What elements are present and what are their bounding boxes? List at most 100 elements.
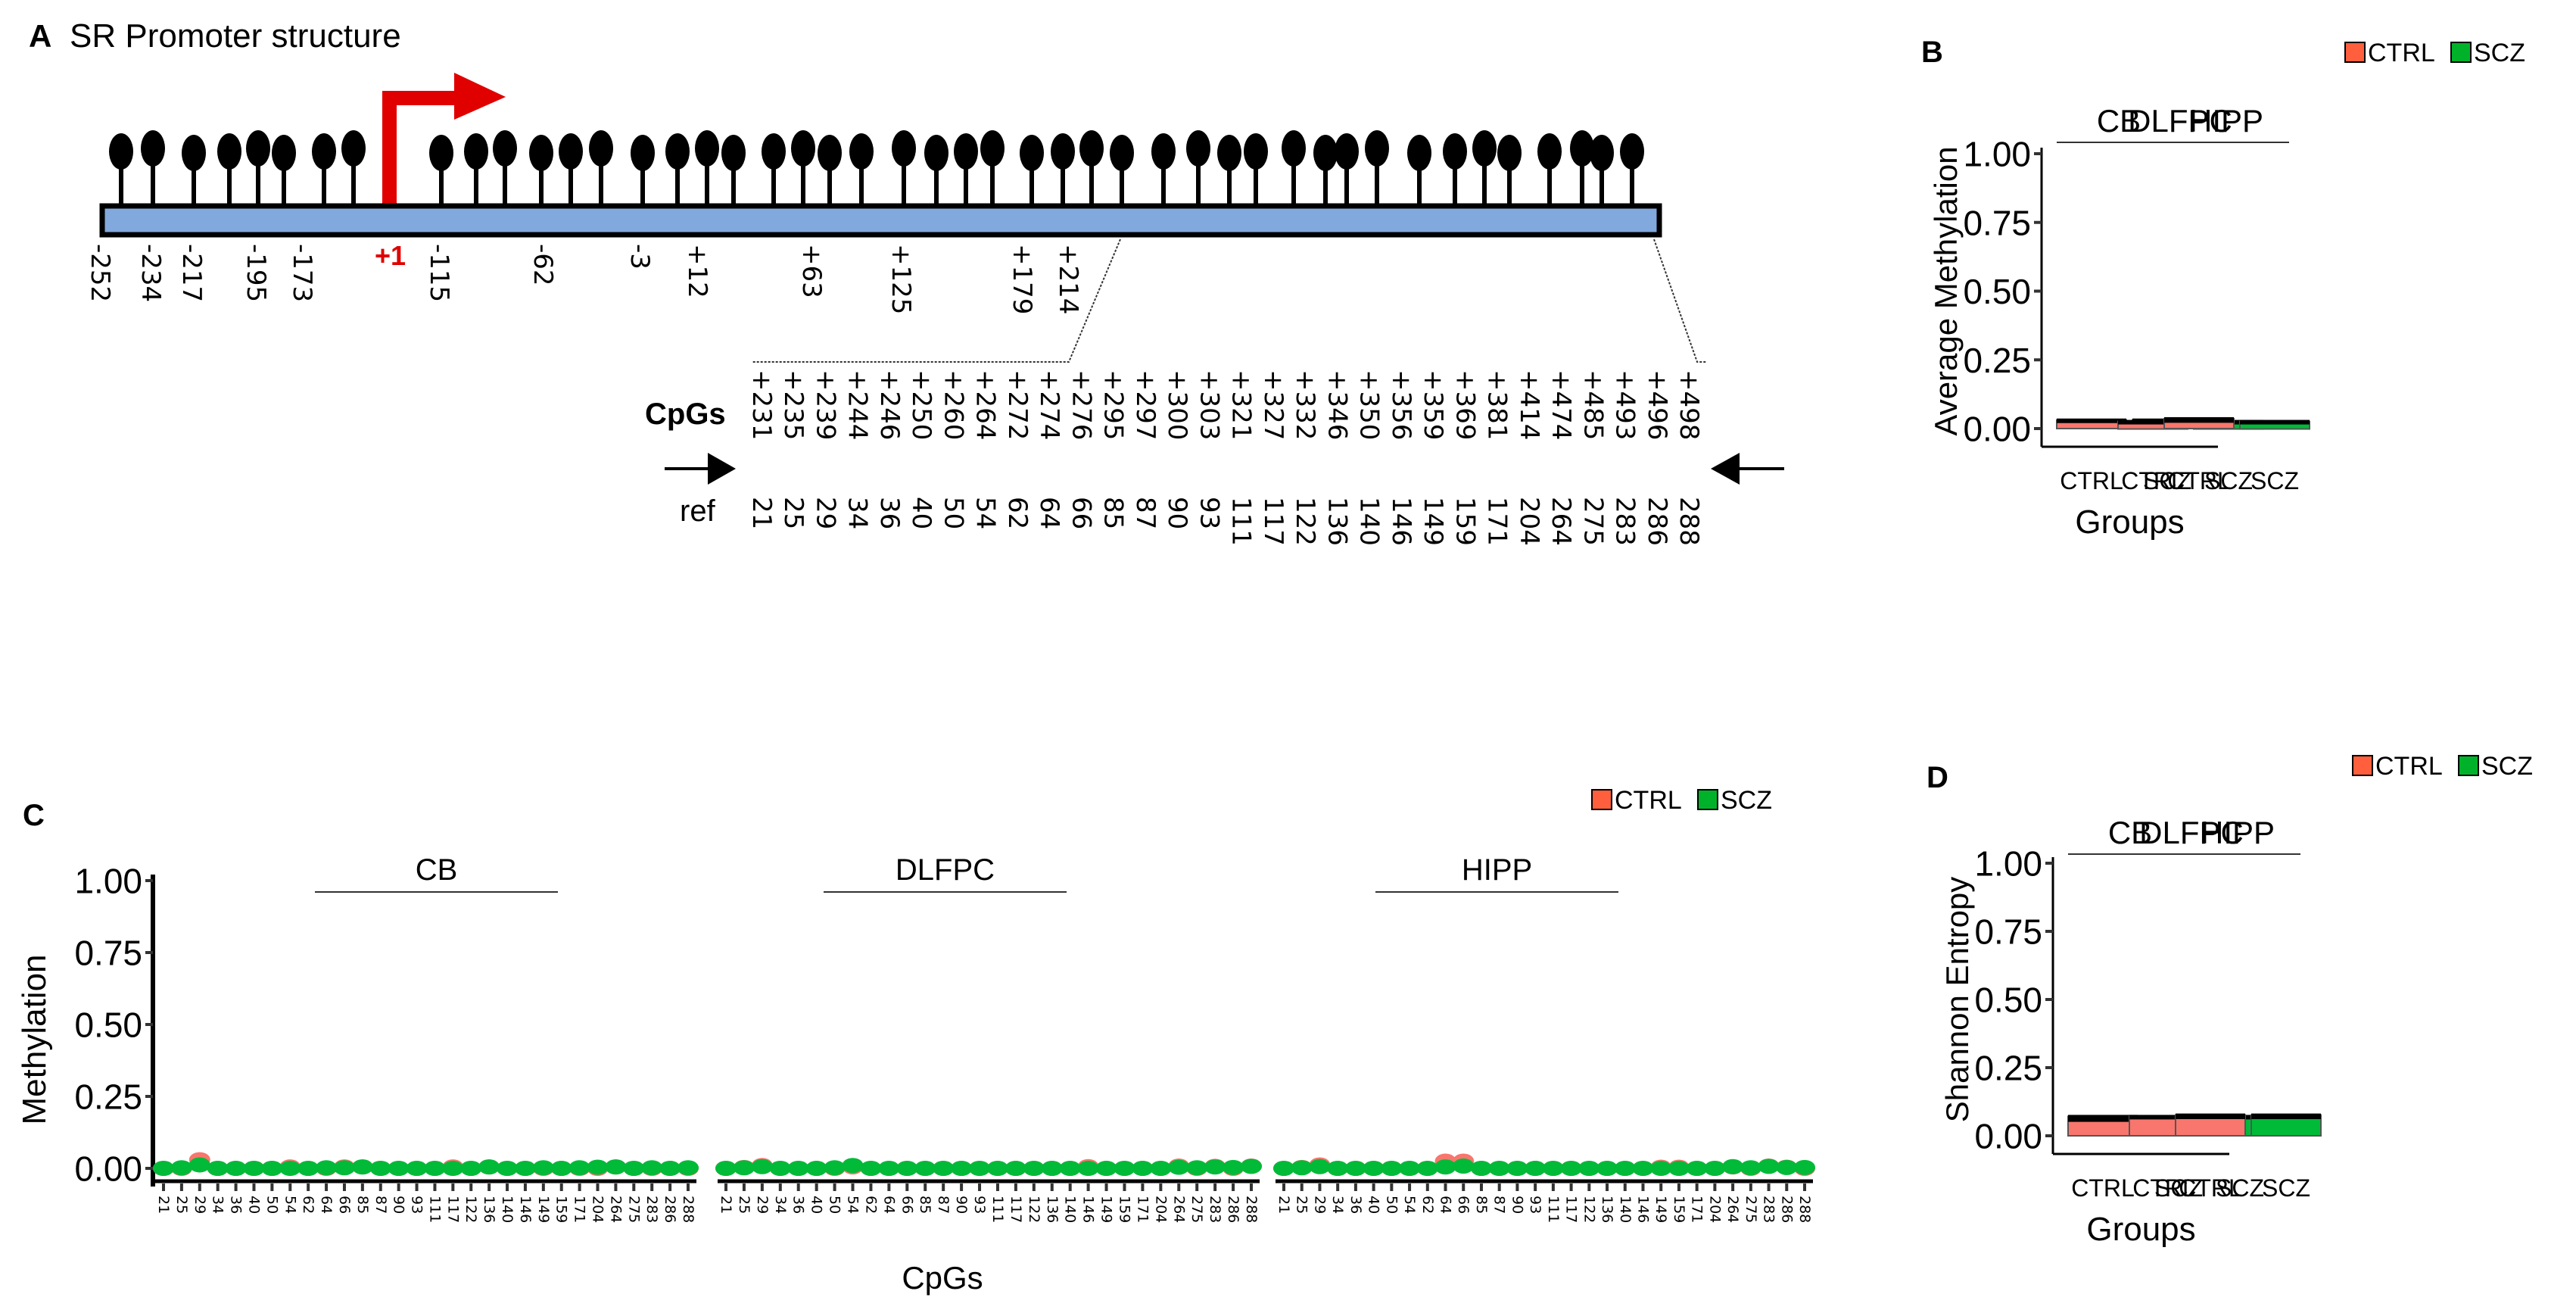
- ref-position-label: 90: [1162, 497, 1192, 529]
- legend: CTRL SCZ: [1591, 786, 1772, 815]
- ref-position-label: 264: [1546, 497, 1576, 546]
- ref-row-label: ref: [680, 494, 716, 528]
- x-tick-label: 36: [1347, 1196, 1364, 1214]
- x-tick-label: 283: [1761, 1196, 1777, 1223]
- ref-position-label: 275: [1578, 497, 1608, 546]
- x-tick-label: 171: [1689, 1196, 1705, 1223]
- cpg-position-label: +356: [1386, 370, 1416, 440]
- ref-position-label: 122: [1290, 497, 1320, 546]
- x-tick-label: 29: [754, 1196, 771, 1214]
- x-tick-label: 93: [1527, 1196, 1543, 1214]
- x-tick-label: 66: [1455, 1196, 1472, 1214]
- x-tick-label: 90: [391, 1196, 407, 1214]
- cpg-lollipop-icon: [849, 133, 874, 206]
- x-tick-label: 21: [155, 1196, 172, 1214]
- zoom-callout-right: [1653, 239, 1707, 363]
- cpg-lollipop-icon: [109, 133, 133, 206]
- scz-point: [351, 1159, 373, 1175]
- x-tick-label: 204: [1706, 1196, 1723, 1223]
- ref-position-label: 21: [746, 497, 777, 529]
- cpg-lollipop-icon: [493, 130, 517, 206]
- facet-label: HIPP: [2201, 815, 2275, 850]
- cpg-lollipop-icon: [1590, 135, 1614, 206]
- x-tick-label: 50: [263, 1196, 280, 1214]
- x-tick-label: 64: [318, 1196, 335, 1214]
- scz-point: [1241, 1159, 1262, 1174]
- cpg-lollipop-icon: [341, 130, 366, 206]
- x-tick-label: 85: [354, 1196, 371, 1214]
- scz-point: [1344, 1161, 1366, 1176]
- y-tick-label: 1.00: [1963, 135, 2031, 174]
- x-tick-label: 66: [336, 1196, 353, 1214]
- scz-point: [188, 1157, 210, 1173]
- x-tick-label: 93: [409, 1196, 425, 1214]
- scz-point: [805, 1161, 827, 1176]
- y-tick-label: 0.50: [74, 1006, 142, 1045]
- cpg-position-label: +350: [1354, 370, 1385, 440]
- x-tick-label: 149: [535, 1196, 552, 1223]
- scz-point: [497, 1161, 519, 1176]
- scz-point: [1632, 1161, 1654, 1176]
- scz-point: [207, 1161, 229, 1176]
- scz-point: [1186, 1160, 1208, 1176]
- y-tick-label: 0.25: [1963, 341, 2031, 380]
- cpg-position-label: +369: [1450, 370, 1480, 440]
- cpg-position-label: +272: [1002, 370, 1033, 440]
- y-axis-title: Methylation: [16, 954, 53, 1124]
- x-tick-label: 159: [553, 1196, 570, 1223]
- cpg-position-label: +274: [1034, 370, 1064, 440]
- x-tick-label: 85: [1473, 1196, 1490, 1214]
- ref-position-label: 50: [938, 497, 968, 529]
- x-tick-label: 204: [590, 1196, 606, 1223]
- scz-point: [478, 1159, 500, 1175]
- cpg-position-label: +295: [1098, 370, 1129, 440]
- cpg-lollipops: [109, 130, 1644, 206]
- scz-point: [914, 1161, 936, 1176]
- cpg-lollipop-icon: [1537, 133, 1562, 206]
- x-tick-label: SCZ: [2250, 467, 2299, 494]
- ref-position-label: 62: [1002, 497, 1033, 529]
- y-tick-label: 0.00: [1974, 1117, 2042, 1156]
- cpg-lollipop-icon: [312, 133, 336, 206]
- scz-point: [333, 1160, 355, 1176]
- cpg-position-label: +327: [1258, 370, 1288, 440]
- x-tick-label: 29: [192, 1196, 208, 1214]
- y-tick-label: 0.50: [1963, 272, 2031, 311]
- cpg-position-label: +300: [1162, 370, 1192, 440]
- panel-a-title: SR Promoter structure: [70, 17, 401, 55]
- x-tick-label: 146: [517, 1196, 534, 1223]
- scz-point: [769, 1161, 791, 1176]
- scz-point: [424, 1161, 446, 1176]
- x-tick-label: SCZ: [2262, 1174, 2310, 1202]
- cpg-position-label: +264: [970, 370, 1001, 440]
- x-tick-label: 204: [1152, 1196, 1169, 1223]
- x-tick-label: 21: [1276, 1196, 1292, 1214]
- x-tick-label: 36: [790, 1196, 807, 1214]
- scz-point: [787, 1161, 809, 1176]
- facet-label: CB: [2097, 103, 2141, 139]
- cpg-lollipop-icon: [892, 130, 916, 206]
- x-tick-label: 140: [1062, 1196, 1079, 1223]
- y-axis-title: Average Methylation: [1928, 146, 1964, 435]
- scz-point: [1005, 1161, 1026, 1176]
- scz-point: [587, 1159, 609, 1175]
- scz-point: [297, 1161, 319, 1176]
- legend-swatch-scz: [1697, 789, 1718, 810]
- cpg-lollipop-icon: [1313, 135, 1338, 206]
- position-label: -173: [287, 244, 317, 302]
- x-tick-label: 286: [1225, 1196, 1241, 1223]
- x-tick-label: 25: [736, 1196, 752, 1214]
- box-scz-hipp: [2250, 1113, 2322, 1137]
- scz-point: [1434, 1159, 1456, 1175]
- ref-position-label: 54: [970, 497, 1001, 529]
- y-tick-label: 0.00: [74, 1149, 142, 1189]
- cpg-position-label: +332: [1290, 370, 1320, 440]
- scz-point: [951, 1161, 973, 1176]
- y-tick-label: 0.25: [1974, 1049, 2042, 1088]
- ref-position-columns: 21 25 29 34 36 40 50 54 62 64 66 85 87 90 93 111 117 122 1…: [746, 497, 1704, 546]
- scz-point: [677, 1160, 699, 1176]
- x-tick-label: 146: [1634, 1196, 1651, 1223]
- scz-point: [369, 1161, 391, 1176]
- cpg-lollipop-icon: [182, 135, 206, 206]
